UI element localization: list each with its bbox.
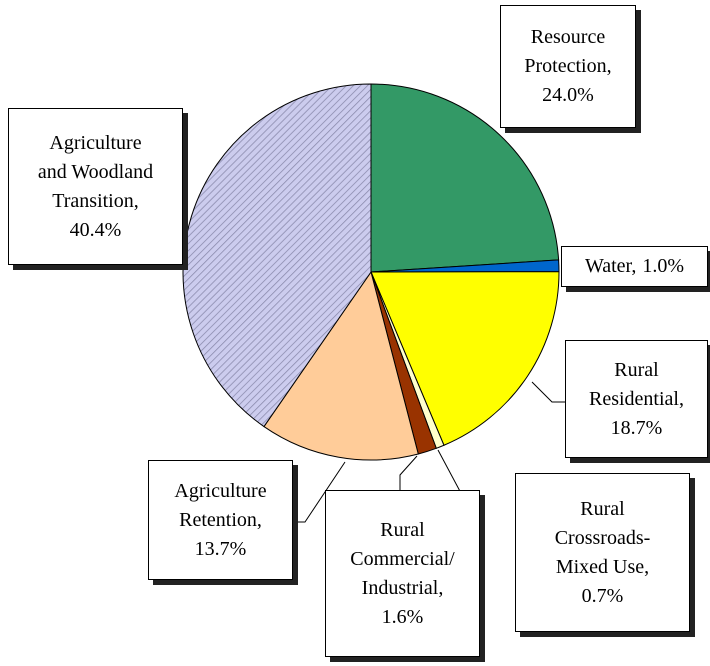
data-label: Agriculture Retention, 13.7% — [148, 460, 293, 580]
value-label: 13.7% — [194, 537, 247, 560]
category-label: Agriculture Retention, — [174, 479, 267, 531]
category-label: Agriculture and Woodland Transition, — [37, 131, 154, 212]
data-label: Water, 1.0% — [561, 246, 708, 287]
data-label: Resource Protection, 24.0% — [500, 5, 636, 128]
value-label: 0.7% — [581, 584, 624, 607]
data-label: Rural Commercial/ Industrial, 1.6% — [325, 490, 480, 657]
pie-slice — [370, 271, 560, 446]
category-label: Rural Residential, — [589, 358, 684, 410]
value-label: 18.7% — [610, 416, 663, 439]
data-label: Rural Residential, 18.7% — [565, 340, 708, 458]
data-label: Rural Crossroads- Mixed Use, 0.7% — [515, 473, 690, 632]
pie-slice — [182, 83, 372, 428]
category-label: Rural Commercial/ Industrial, — [350, 518, 455, 599]
category-label: Water, — [584, 255, 637, 277]
pie-slice — [370, 83, 560, 273]
leader-line — [293, 461, 346, 523]
leader-line — [399, 455, 418, 490]
value-label: 40.4% — [69, 218, 122, 241]
value-label: 1.6% — [381, 605, 424, 628]
category-label: Resource Protection, — [524, 26, 612, 77]
category-label: Rural Crossroads- Mixed Use, — [554, 497, 651, 578]
value-label: 1.0% — [642, 255, 685, 277]
leader-line — [531, 381, 565, 403]
pie-slice — [263, 270, 419, 461]
data-label: Agriculture and Woodland Transition, 40.4… — [8, 108, 183, 265]
value-label: 24.0% — [542, 84, 594, 106]
